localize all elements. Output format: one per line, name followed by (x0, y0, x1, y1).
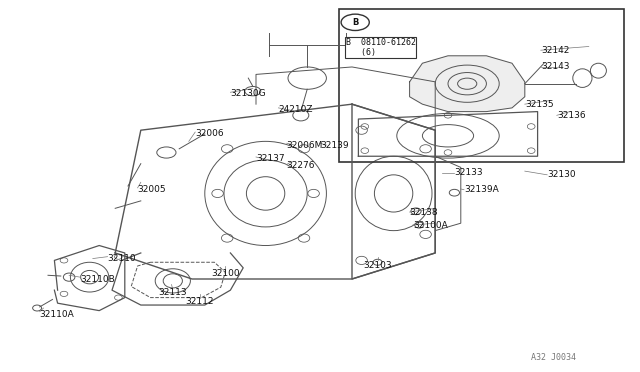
Text: 32100: 32100 (211, 269, 239, 278)
Text: 32137: 32137 (256, 154, 285, 163)
Text: 32110: 32110 (108, 254, 136, 263)
Polygon shape (410, 56, 525, 112)
Text: 32005: 32005 (138, 185, 166, 194)
Text: 32130: 32130 (547, 170, 576, 179)
Text: 32112: 32112 (186, 297, 214, 306)
Text: 24210Z: 24210Z (278, 105, 313, 114)
Text: 32138: 32138 (410, 208, 438, 217)
Text: 32130G: 32130G (230, 89, 266, 98)
Text: 32110B: 32110B (80, 275, 115, 283)
Text: 32113: 32113 (159, 288, 187, 296)
Text: 32276: 32276 (287, 161, 316, 170)
Text: 32139: 32139 (320, 141, 349, 150)
Text: 32135: 32135 (525, 100, 554, 109)
Text: 32006: 32006 (195, 129, 224, 138)
Text: B  08110-61262
   (6): B 08110-61262 (6) (346, 38, 415, 57)
Text: 32100A: 32100A (413, 221, 447, 230)
Text: 32133: 32133 (454, 169, 483, 177)
Text: 32110A: 32110A (40, 310, 74, 319)
Text: 32136: 32136 (557, 111, 586, 120)
Text: 32139A: 32139A (464, 185, 499, 194)
Text: B: B (352, 18, 358, 27)
Text: A32 J0034: A32 J0034 (531, 353, 576, 362)
Text: 32143: 32143 (541, 62, 570, 71)
Text: 32103: 32103 (364, 262, 392, 270)
Text: 32142: 32142 (541, 46, 569, 55)
Bar (339, 9, 624, 162)
Text: 32006M: 32006M (287, 141, 323, 150)
